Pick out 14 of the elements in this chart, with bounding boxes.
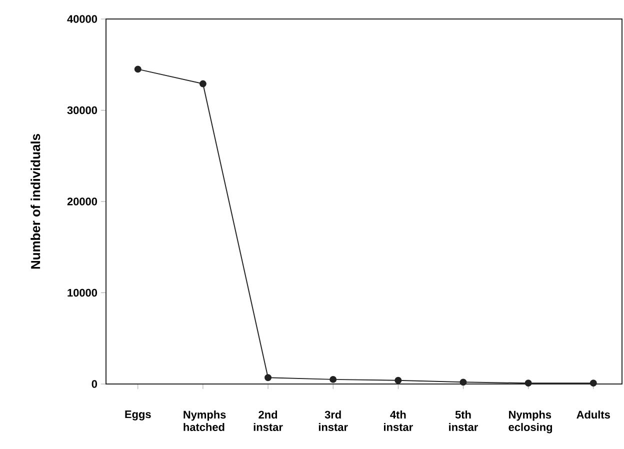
x-tick-label: 2nd instar	[254, 410, 283, 432]
x-tick-label: 3rd instar	[318, 410, 348, 432]
x-tick-label: Eggs	[125, 410, 151, 420]
y-tick-label: 20000	[67, 198, 98, 206]
x-tick-label: Nymphs hatched	[184, 410, 226, 432]
x-tick-label: 5th instar	[449, 410, 478, 432]
y-tick-label: 40000	[67, 15, 98, 23]
x-tick-label: Nymphs eclosing	[508, 410, 552, 434]
y-axis-title: Number of individuals	[30, 134, 40, 269]
y-tick-label: 10000	[68, 288, 98, 297]
y-tick-label: 0	[92, 380, 98, 388]
x-tick-label: 4th instar	[384, 410, 413, 432]
y-tick-label: 30000	[67, 106, 98, 114]
x-tick-label: Adults	[576, 410, 610, 419]
